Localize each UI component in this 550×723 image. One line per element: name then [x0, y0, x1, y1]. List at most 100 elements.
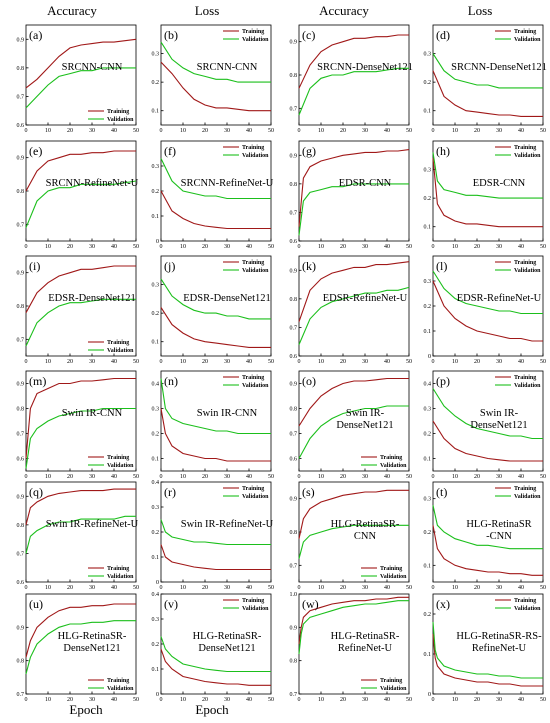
x-tick-label: 20 [67, 359, 73, 365]
series-training-line [432, 420, 543, 462]
plot-frame [298, 255, 410, 357]
y-tick-label: 0.7 [17, 551, 25, 557]
x-tick-label: 10 [318, 244, 324, 250]
plot-frame [25, 255, 137, 357]
x-tick-label: 10 [452, 585, 458, 591]
legend-label-training: Training [242, 260, 264, 266]
panel-g: 0.6 0.7 0.8 0.9 0 10 20 30 40 50 (g) EDSR-CNN [290, 140, 412, 250]
y-tick-label: 0.6 [17, 123, 25, 129]
column-header-2: Loss [195, 3, 220, 18]
panel-letter: (p) [436, 374, 450, 388]
panel-letter: (x) [436, 597, 450, 611]
panel-r: 0 0.1 0.2 0.3 0.4 0 10 20 30 40 50 (r) Training Valid… [152, 480, 275, 591]
y-tick-label: 0.8 [290, 530, 298, 536]
y-tick-label: 0.2 [424, 612, 432, 618]
y-tick-label: 0.9 [290, 40, 298, 46]
plot-frame [160, 370, 272, 472]
panel-letter: (e) [29, 144, 42, 158]
series-training-line [432, 280, 543, 342]
plot-frame [298, 24, 410, 126]
x-tick-label: 40 [246, 474, 252, 480]
y-tick-label: 0.4 [152, 382, 160, 388]
legend-label-training: Training [242, 598, 264, 604]
legend-label-validation: Validation [514, 494, 541, 500]
legend-label-training: Training [107, 340, 129, 346]
x-tick-label: 10 [318, 128, 324, 134]
series-training-line [25, 377, 136, 459]
y-tick-label: 0.8 [290, 182, 298, 188]
series-training-line [432, 525, 543, 576]
x-tick-label: 0 [298, 474, 301, 480]
series-validation-line [432, 621, 543, 679]
panel-title: Swin IR-CNN [197, 408, 258, 419]
y-tick-label: 0.7 [290, 106, 298, 112]
x-tick-label: 0 [432, 697, 435, 703]
plot-frame [160, 255, 272, 357]
x-tick-label: 20 [340, 697, 346, 703]
panel-title: EDSR-CNN [339, 178, 392, 189]
y-tick-label: 0.3 [424, 168, 432, 174]
series-validation-line [160, 519, 271, 546]
legend-label-validation: Validation [514, 153, 541, 159]
panel-letter: (d) [436, 28, 450, 42]
y-tick-label: 0.2 [424, 530, 432, 536]
x-tick-label: 50 [268, 474, 274, 480]
x-tick-label: 0 [432, 474, 435, 480]
panel-title: SRCNN-RefineNet-U [181, 178, 274, 189]
x-tick-label: 20 [202, 244, 208, 250]
series-validation-line [160, 41, 271, 83]
panel-title: SRCNN-DenseNet121 [451, 62, 547, 73]
x-tick-label: 10 [45, 244, 51, 250]
y-tick-label: 0.1 [424, 225, 432, 231]
y-tick-label: 0.3 [424, 497, 432, 503]
panel-title: EDSR-DenseNet121 [183, 293, 271, 304]
panel-title: Swin IR-CNN [62, 408, 123, 419]
x-tick-label: 10 [45, 697, 51, 703]
legend-label-training: Training [242, 145, 264, 151]
x-tick-label: 40 [246, 697, 252, 703]
legend-label-validation: Validation [242, 153, 269, 159]
x-tick-label: 20 [67, 697, 73, 703]
y-tick-label: 0.8 [17, 189, 25, 195]
panel-title: HLG-RetinaSR [466, 519, 531, 530]
x-tick-label: 30 [224, 474, 230, 480]
x-tick-label: 30 [224, 585, 230, 591]
x-tick-label: 10 [318, 474, 324, 480]
panel-letter: (i) [29, 259, 40, 273]
panel-letter: (t) [436, 485, 447, 499]
series-training-line [25, 150, 136, 192]
x-tick-label: 20 [67, 585, 73, 591]
x-tick-label: 0 [432, 244, 435, 250]
panel-title: DenseNet121 [336, 420, 393, 431]
panel-title: RefineNet-U [338, 643, 393, 654]
y-tick-label: 0.2 [152, 530, 160, 536]
x-tick-label: 40 [518, 244, 524, 250]
series-validation-line [160, 636, 271, 673]
x-tick-label: 40 [384, 244, 390, 250]
series-validation-line [160, 378, 271, 435]
y-tick-label: 0.1 [152, 214, 160, 220]
legend-label-validation: Validation [380, 686, 407, 692]
panel-letter: (h) [436, 144, 450, 158]
legend-label-validation: Validation [380, 463, 407, 469]
y-tick-label: 0.7 [290, 692, 298, 698]
y-tick-label: 0.9 [290, 625, 298, 631]
panel-title: HLG-RetinaSR-RS- [456, 631, 542, 642]
x-tick-label: 30 [362, 697, 368, 703]
x-tick-label: 50 [540, 697, 546, 703]
x-tick-label: 40 [111, 697, 117, 703]
panel-title: CNN [354, 531, 377, 542]
x-tick-label: 40 [518, 128, 524, 134]
y-tick-label: 0.1 [152, 457, 160, 463]
series-validation-line [160, 278, 271, 320]
series-validation-line [298, 286, 410, 345]
y-tick-label: 0.8 [17, 659, 25, 665]
panel-title: HLG-RetinaSR- [193, 631, 262, 642]
x-tick-label: 30 [224, 128, 230, 134]
plot-frame [160, 140, 272, 242]
y-tick-label: 0.2 [424, 80, 432, 86]
legend-label-validation: Validation [242, 383, 269, 389]
x-tick-label: 50 [133, 474, 139, 480]
y-tick-label: 0.2 [152, 189, 160, 195]
panel-letter: (u) [29, 597, 43, 611]
